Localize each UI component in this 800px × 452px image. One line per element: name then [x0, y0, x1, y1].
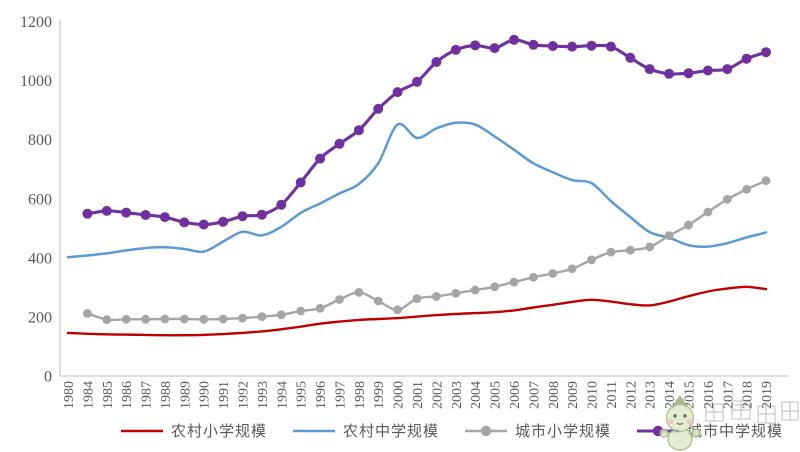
x-tick-label: 1999 [372, 381, 387, 409]
series-line-3 [85, 38, 768, 227]
y-tick-label: 800 [28, 132, 52, 149]
x-tick-label: 1996 [314, 381, 329, 409]
x-tick-label: 2006 [508, 381, 523, 409]
y-tick-label: 600 [28, 191, 52, 208]
legend-swatch [120, 429, 163, 432]
x-tick-label: 2008 [547, 381, 562, 409]
x-tick-label: 2016 [702, 381, 717, 409]
x-tick-label: 2004 [469, 381, 484, 409]
axes [59, 20, 789, 377]
series-line-1 [66, 121, 768, 259]
x-tick-label: 2019 [760, 381, 775, 409]
legend-label: 农村小学规模 [170, 424, 267, 440]
x-tick-label: 1984 [81, 381, 96, 409]
legend-item-2: 城市小学规模 [465, 420, 611, 441]
x-tick-label: 2014 [663, 381, 678, 409]
series-markers-2 [83, 176, 771, 324]
mascot-head [665, 403, 695, 433]
x-tick-label: 1991 [217, 381, 232, 409]
x-tick-label: 2015 [682, 381, 697, 409]
x-axis-labels: 1980 1984 1985 1986 1987 1988 1989 1990 1991 1992… [62, 381, 775, 409]
x-tick-label: 1997 [333, 381, 348, 409]
x-tick-label: 2002 [430, 381, 445, 409]
y-tick-label: 400 [28, 250, 52, 267]
legend-label: 城市小学规模 [515, 424, 612, 440]
x-tick-label: 1992 [237, 381, 252, 409]
y-tick-label: 1200 [20, 14, 52, 31]
legend-swatch [292, 429, 335, 432]
x-tick-label: 2013 [644, 381, 659, 409]
x-tick-label: 1988 [159, 381, 174, 409]
x-tick-label: 2000 [392, 381, 407, 409]
x-tick-label: 1980 [62, 381, 77, 409]
x-tick-label: 1986 [120, 381, 135, 409]
x-tick-label: 2003 [450, 381, 465, 409]
legend-label: 城市中学规模 [687, 424, 784, 440]
x-tick-label: 1990 [198, 381, 213, 409]
watermark-mascot [659, 394, 799, 451]
x-tick-label: 1993 [256, 381, 271, 409]
chart-legend: 农村小学规模 农村中学规模 城市小学规模 城市中学规模 [110, 420, 794, 441]
legend-item-1: 农村中学规模 [292, 420, 439, 441]
x-tick-label: 2018 [741, 381, 756, 409]
x-tick-label: 1998 [353, 381, 368, 409]
y-tick-label: 0 [44, 369, 52, 386]
x-tick-label: 1989 [178, 381, 193, 409]
y-axis-labels: 0 200 400 600 800 1000 1200 [20, 14, 52, 386]
legend-label: 农村中学规模 [342, 424, 439, 440]
legend-item-0: 农村小学规模 [120, 420, 267, 441]
x-tick-label: 1985 [101, 381, 116, 409]
watermark-ghost-text [705, 400, 799, 424]
x-tick-label: 1995 [295, 381, 310, 409]
x-tick-label: 2001 [411, 381, 426, 409]
x-tick-label: 2005 [489, 381, 504, 409]
y-tick-label: 1000 [20, 73, 52, 90]
x-tick-label: 1987 [140, 381, 155, 409]
y-tick-label: 200 [28, 309, 52, 326]
x-tick-label: 2012 [624, 381, 639, 409]
series-markers-3 [82, 34, 771, 230]
x-tick-label: 2007 [527, 381, 542, 409]
legend-swatch [465, 425, 507, 436]
x-tick-label: 2011 [605, 381, 620, 408]
series-line-0 [66, 285, 768, 337]
x-tick-label: 2017 [721, 381, 736, 409]
x-tick-label: 2009 [566, 381, 581, 409]
x-tick-label: 1994 [275, 381, 290, 409]
x-tick-label: 2010 [586, 381, 601, 409]
